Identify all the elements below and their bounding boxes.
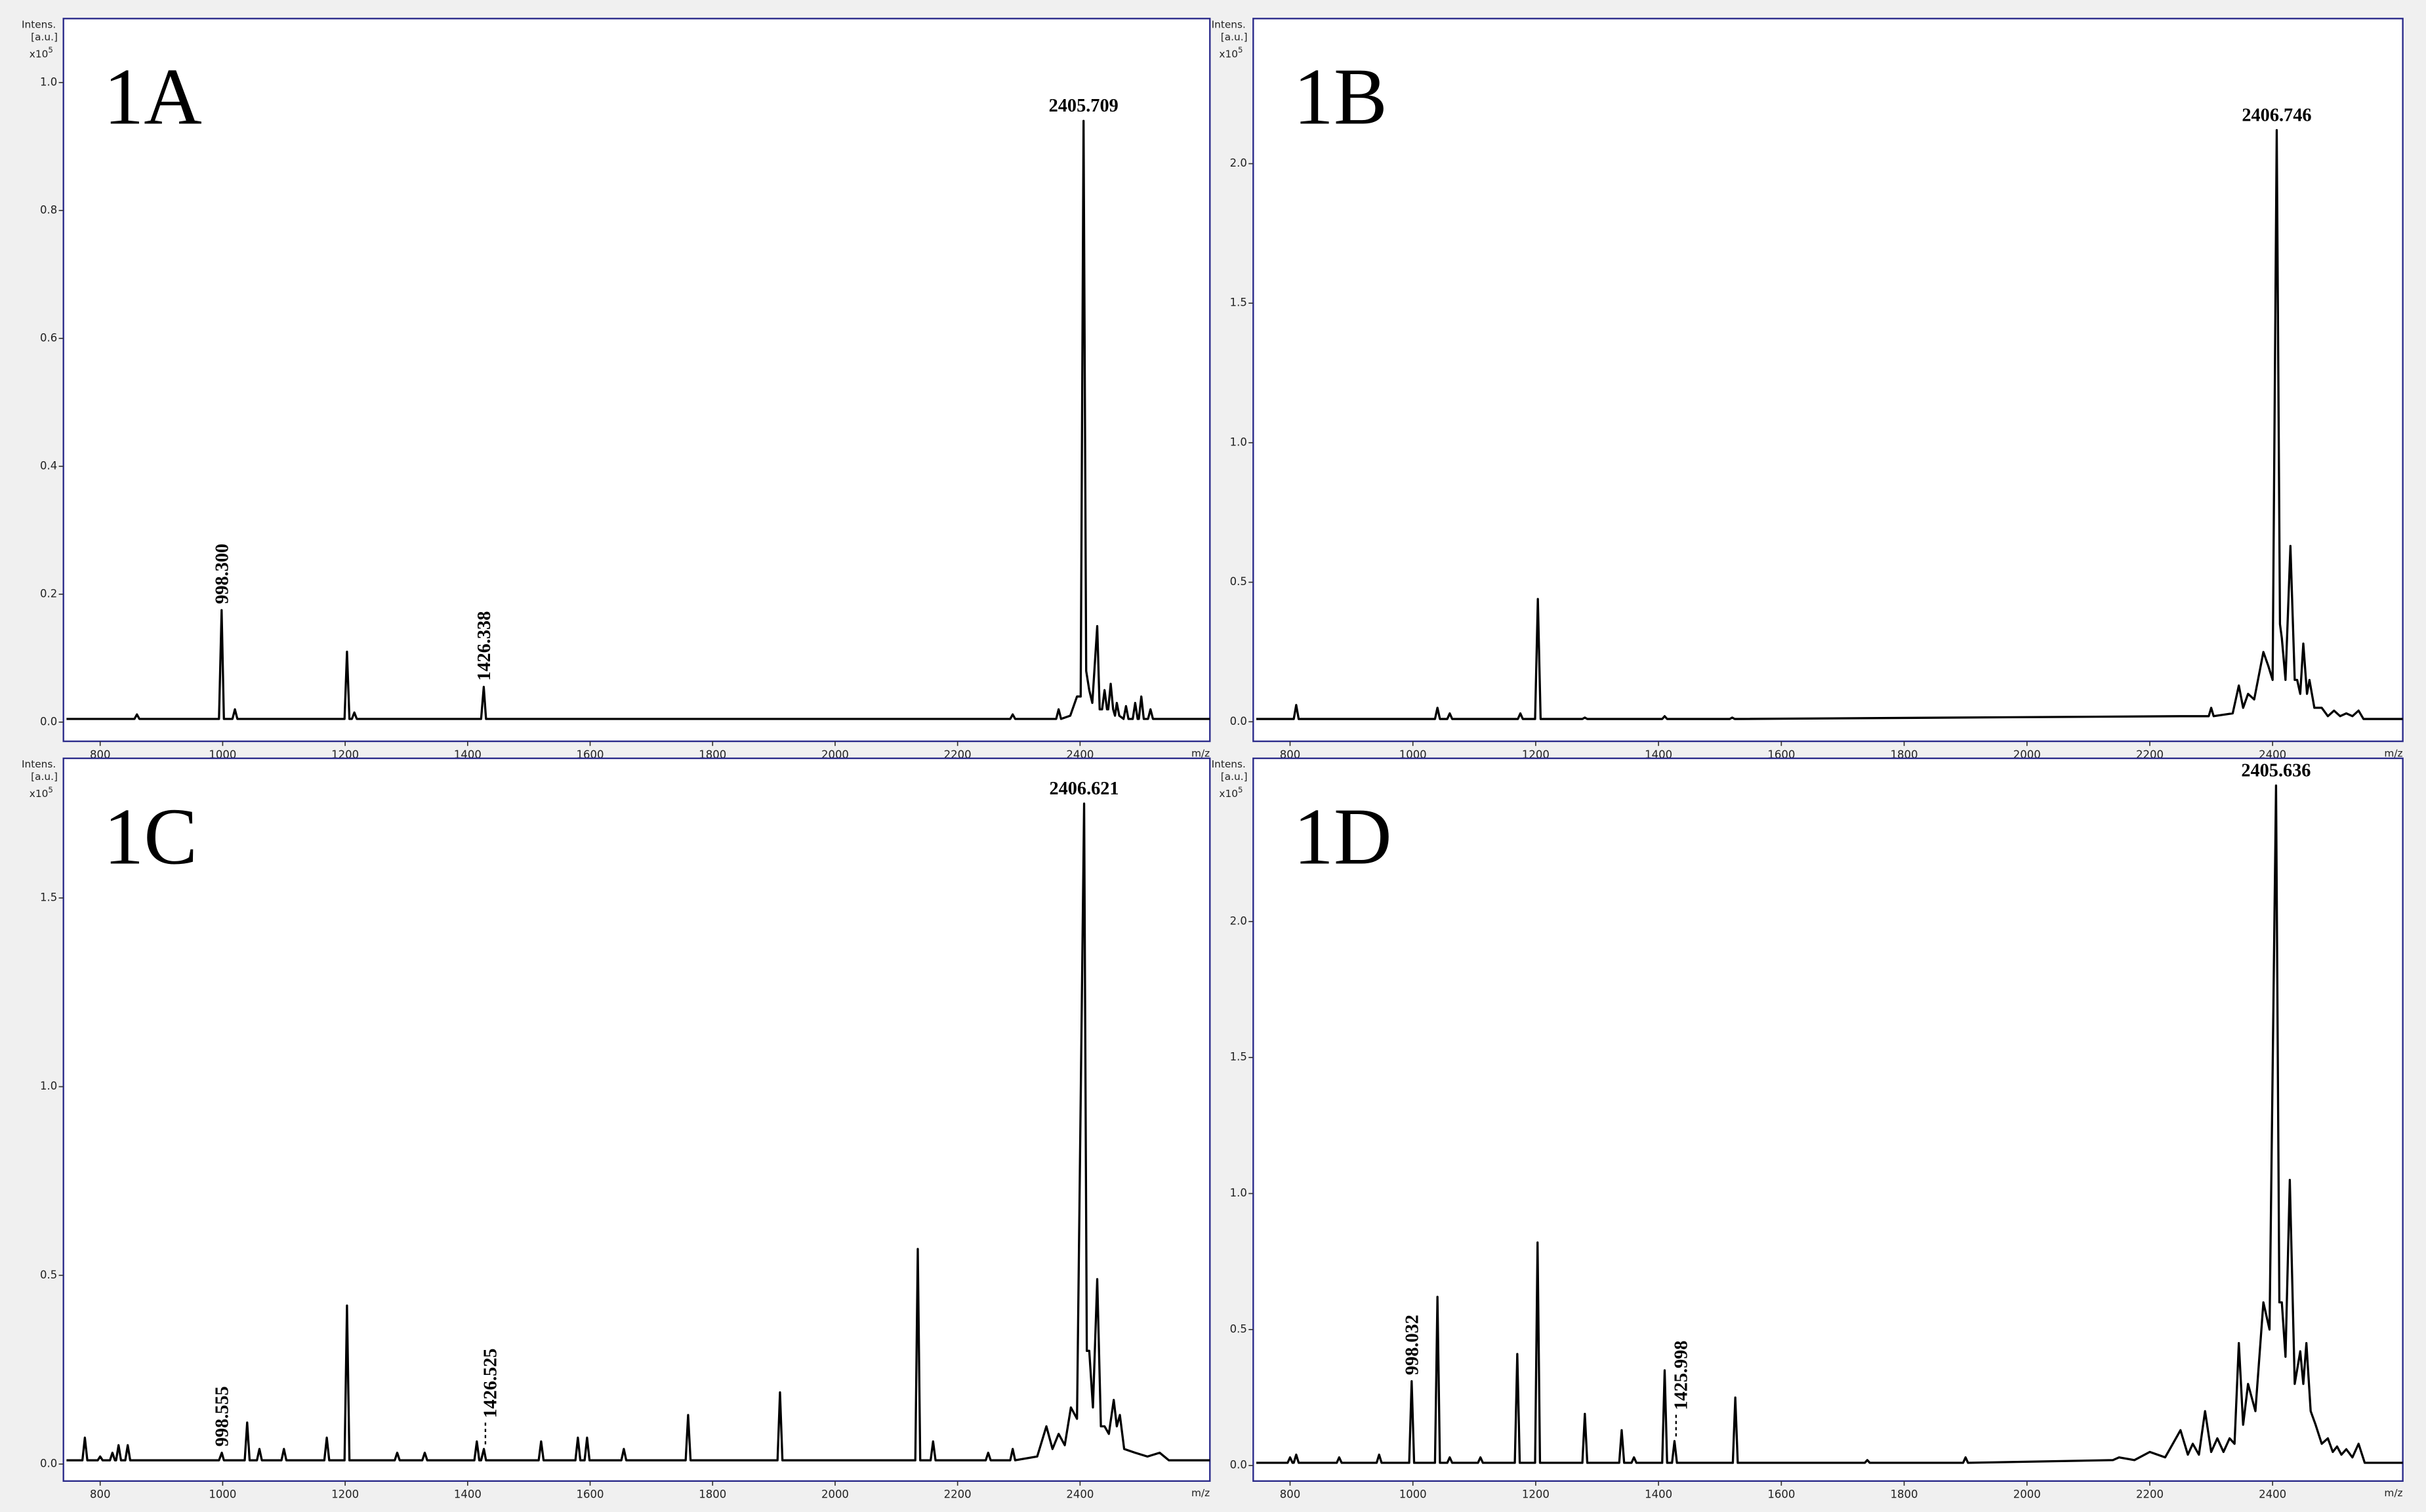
plot-frame (62, 18, 1211, 743)
y-multiplier-base: x10 (1219, 788, 1238, 800)
y-tick-label: 1.5 (40, 891, 57, 903)
y-tick-label: 0.0 (1230, 715, 1247, 727)
spectrum-line (1256, 784, 2403, 1464)
y-tick-label: 0.0 (1230, 1459, 1247, 1471)
spectrum-line (1256, 129, 2403, 720)
x-tick-label: 1800 (699, 1488, 726, 1501)
x-tick-label: 2000 (821, 1488, 849, 1501)
x-tick-label: 1800 (1891, 1488, 1918, 1501)
y-tick-label: 1.0 (1230, 1187, 1247, 1199)
y-tick-label: 1.5 (1230, 1051, 1247, 1063)
y-axis-label: [a.u.] (1221, 771, 1248, 783)
y-tick-label: 1.5 (1230, 296, 1247, 309)
y-axis-label: Intens. (22, 758, 56, 770)
y-tick-label: 0.5 (40, 1269, 57, 1281)
plot-frame (1252, 18, 2404, 743)
x-tick-label: 1000 (1399, 1488, 1427, 1501)
y-exponent: 5 (1238, 45, 1243, 54)
plot-frame (62, 757, 1211, 1482)
x-axis-label: m/z (1191, 747, 1210, 759)
x-axis-label: m/z (2384, 747, 2402, 759)
x-tick-label: 1000 (209, 1488, 236, 1501)
spectrum-line (66, 802, 1210, 1461)
x-tick-label: 2000 (2013, 1488, 2041, 1501)
y-tick-label: 0.0 (40, 1457, 57, 1469)
y-tick-label: 2.0 (1230, 157, 1247, 169)
x-tick-label: 800 (90, 1488, 110, 1501)
x-tick-label: 1400 (454, 1488, 482, 1501)
peak-label: 998.032 (1402, 1315, 1422, 1375)
y-tick-label: 0.5 (1230, 1322, 1247, 1335)
y-multiplier: x105 (1219, 785, 1243, 800)
y-tick-label: 0.2 (40, 587, 57, 600)
peak-label: 2406.621 (1049, 779, 1119, 799)
y-axis-label: [a.u.] (31, 31, 58, 43)
y-axis-label: Intens. (1212, 758, 1246, 770)
panel-label: 1D (1294, 792, 1392, 881)
y-multiplier-base: x10 (30, 788, 49, 800)
y-axis-label: Intens. (1212, 18, 1246, 30)
peak-label: 1425.998 (1671, 1341, 1691, 1410)
x-axis-label: m/z (2384, 1487, 2402, 1499)
y-multiplier: x105 (30, 45, 53, 60)
y-tick-label: 0.6 (40, 331, 57, 344)
spectrum-line (66, 119, 1210, 720)
x-axis-label: m/z (1191, 1487, 1210, 1499)
x-tick-label: 1600 (1767, 1488, 1795, 1501)
y-exponent: 5 (48, 45, 52, 54)
panel-label: 1B (1294, 52, 1388, 142)
x-tick-label: 2400 (2259, 1488, 2286, 1501)
y-tick-label: 1.0 (40, 1080, 57, 1092)
y-tick-label: 0.5 (1230, 575, 1247, 588)
y-axis-label: [a.u.] (31, 771, 58, 783)
y-tick-label: 0.8 (40, 203, 57, 216)
x-tick-label: 800 (1280, 1488, 1300, 1501)
y-tick-label: 0.0 (40, 715, 57, 727)
x-tick-label: 2200 (2136, 1488, 2164, 1501)
y-axis-label: [a.u.] (1221, 31, 1248, 43)
peak-label: 2405.636 (2241, 760, 2311, 781)
y-tick-label: 1.0 (40, 75, 57, 88)
peak-label: 998.300 (212, 544, 232, 604)
y-multiplier-base: x10 (30, 48, 49, 60)
x-tick-label: 2400 (1066, 1488, 1094, 1501)
y-multiplier: x105 (1219, 45, 1243, 60)
y-tick-label: 0.4 (40, 459, 57, 472)
y-tick-label: 2.0 (1230, 914, 1247, 927)
peak-label: 998.555 (213, 1386, 233, 1446)
panel-label: 1A (104, 52, 202, 142)
x-tick-label: 1600 (577, 1488, 604, 1501)
y-multiplier: x105 (30, 785, 53, 800)
panel-label: 1C (104, 792, 197, 881)
peak-label: 2406.746 (2242, 105, 2311, 125)
peak-label: 1426.338 (474, 611, 495, 681)
y-tick-label: 1.0 (1230, 436, 1247, 448)
peak-label: 2405.709 (1049, 96, 1119, 116)
y-multiplier-base: x10 (1219, 48, 1238, 60)
y-exponent: 5 (48, 785, 52, 794)
y-axis-label: Intens. (22, 18, 56, 30)
peak-label: 1426.525 (480, 1349, 501, 1418)
x-tick-label: 1200 (331, 1488, 359, 1501)
x-tick-label: 1400 (1645, 1488, 1672, 1501)
y-exponent: 5 (1238, 785, 1243, 794)
x-tick-label: 2200 (944, 1488, 972, 1501)
x-tick-label: 1200 (1522, 1488, 1550, 1501)
plot-frame (1252, 757, 2404, 1482)
